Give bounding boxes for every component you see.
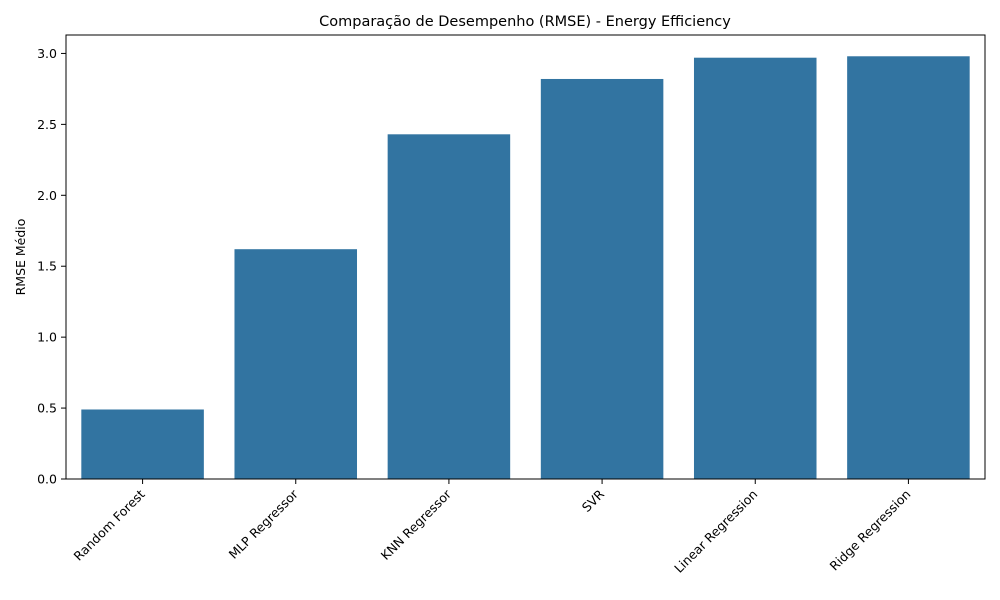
y-tick-label: 2.0 — [37, 188, 57, 203]
x-tick-label: Ridge Regression — [827, 487, 914, 574]
y-tick-label: 1.0 — [37, 330, 57, 345]
bar-knn-regressor — [387, 134, 511, 480]
bar-random-forest — [81, 409, 204, 479]
chart-title: Comparação de Desempenho (RMSE) - Energy… — [319, 14, 731, 30]
y-axis-ticks: 0.0 0.5 1.0 1.5 2.0 2.5 3.0 — [37, 46, 66, 487]
y-axis-label: RMSE Médio — [13, 219, 28, 296]
bars-group — [81, 56, 970, 480]
x-tick-label: SVR — [579, 486, 608, 515]
x-tick-label: Linear Regression — [671, 487, 760, 576]
x-tick-label: KNN Regressor — [378, 486, 455, 563]
bar-ridge-regression — [847, 56, 970, 479]
plot-frame — [65, 34, 986, 480]
x-axis-ticks: Random Forest MLP Regressor KNN Regressor S… — [71, 479, 914, 576]
y-tick-label: 0.5 — [37, 401, 57, 416]
bar-linear-regression — [693, 57, 817, 479]
y-tick-label: 3.0 — [37, 46, 57, 61]
x-tick-label: Random Forest — [71, 486, 148, 563]
y-tick-label: 2.5 — [37, 117, 57, 132]
x-tick-label: MLP Regressor — [226, 486, 302, 562]
bar-svr — [540, 78, 664, 479]
y-tick-label: 0.0 — [37, 472, 57, 487]
y-tick-label: 1.5 — [37, 259, 57, 274]
bar-mlp-regressor — [234, 249, 358, 479]
